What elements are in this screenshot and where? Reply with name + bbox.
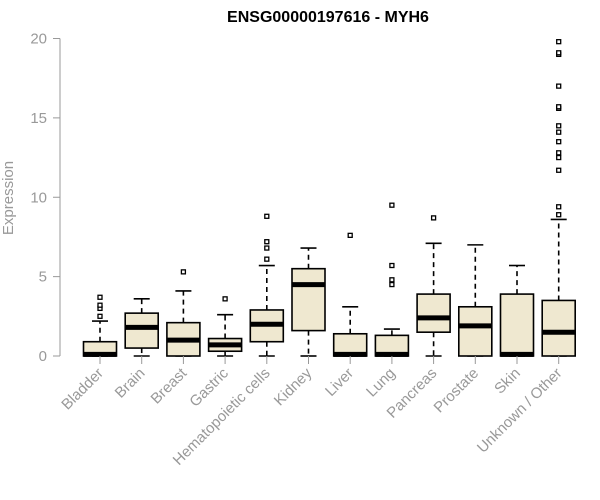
outlier-point <box>556 212 562 218</box>
x-tick-label: Lung <box>363 365 399 401</box>
x-tick-label: Prostate <box>431 365 483 417</box>
outlier-point <box>556 129 562 135</box>
outlier-point <box>264 213 270 219</box>
box-unknown-other <box>541 39 577 357</box>
box-kidney <box>291 247 326 357</box>
outlier-point <box>264 245 270 251</box>
y-tick-label: 0 <box>39 348 47 365</box>
outlier-point <box>556 150 562 156</box>
outlier-point <box>264 256 270 262</box>
outlier-point <box>556 123 562 129</box>
box-gastric <box>207 296 243 357</box>
y-tick-label: 15 <box>30 110 47 127</box>
x-tick-label: Bladder <box>58 365 107 414</box>
x-tick-label: Breast <box>148 364 191 407</box>
x-tick-label: Brain <box>112 365 149 402</box>
iqr-box <box>124 312 159 349</box>
iqr-box <box>291 267 326 332</box>
outlier-point <box>389 277 395 283</box>
y-tick-label: 5 <box>39 269 47 286</box>
y-tick-label: 10 <box>30 189 47 206</box>
box-prostate <box>457 244 493 357</box>
box-pancreas <box>416 215 451 357</box>
outlier-point <box>347 232 353 239</box>
box-bladder <box>82 294 118 357</box>
y-tick-label: 20 <box>30 31 47 48</box>
outlier-point <box>389 202 395 208</box>
iqr-box <box>499 293 535 357</box>
outlier-point <box>389 281 395 288</box>
outlier-point <box>556 154 562 161</box>
x-tick-label: Liver <box>322 365 357 400</box>
chart-title: ENSG00000197616 - MYH6 <box>227 9 429 26</box>
outlier-point <box>556 139 562 145</box>
y-axis-ticks: 0 5 10 15 20 <box>30 31 60 365</box>
outlier-point <box>430 215 437 221</box>
outlier-point <box>556 204 562 210</box>
x-tick-label: Skin <box>491 365 524 398</box>
iqr-box <box>457 305 493 357</box>
box-breast <box>166 269 201 357</box>
outlier-point <box>389 262 395 269</box>
box-brain <box>124 298 159 357</box>
outlier-point <box>556 83 562 89</box>
outlier-point <box>222 296 228 302</box>
boxplot-series <box>82 39 577 357</box>
outlier-point <box>556 104 562 110</box>
outlier-point <box>556 50 562 56</box>
box-liver <box>332 232 368 357</box>
outlier-point <box>556 39 562 45</box>
box-skin <box>499 264 535 357</box>
outlier-point <box>180 269 187 275</box>
outlier-point <box>556 167 562 173</box>
outlier-point <box>97 302 103 308</box>
outlier-point <box>97 313 103 319</box>
x-tick-label: Kidney <box>271 364 316 409</box>
iqr-box <box>416 293 451 333</box>
y-axis-label: Expression <box>0 161 17 235</box>
box-hematopoietic-cells <box>249 213 285 357</box>
outlier-point <box>97 294 103 300</box>
iqr-box <box>541 299 577 357</box>
box-lung <box>374 202 410 357</box>
outlier-point <box>264 239 270 245</box>
